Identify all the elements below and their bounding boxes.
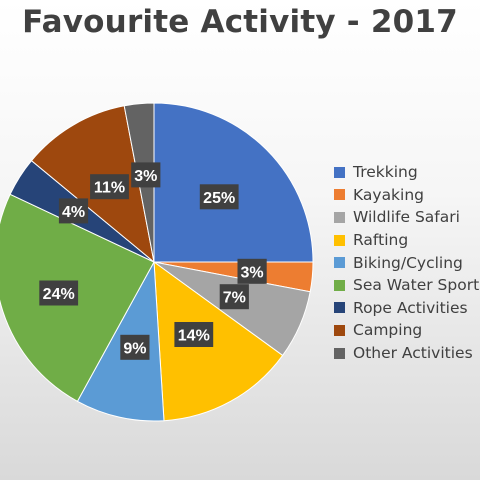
legend-item-trekking: Trekking <box>334 161 480 184</box>
data-label-text: 24% <box>43 286 75 303</box>
data-label-text: 4% <box>62 204 85 221</box>
legend-label: Wildlife Safari <box>353 208 460 227</box>
legend-label: Trekking <box>353 163 418 182</box>
data-labels: 25% 3% 7% 14% 9% 24% 4% 11% 3% <box>39 162 267 360</box>
legend-label: Biking/Cycling <box>353 253 463 272</box>
data-label-box <box>237 258 267 284</box>
data-label-kayaking: 3% <box>237 258 267 284</box>
legend-swatch <box>334 324 345 336</box>
pie-slice-rafting <box>153 260 284 422</box>
legend-item-camping: Camping <box>334 319 480 342</box>
data-label-box <box>39 280 79 306</box>
legend-label: Sea Water Sports <box>353 276 480 295</box>
legend-label: Other Activities <box>353 344 473 363</box>
legend-item-other-activities: Other Activities <box>334 342 480 365</box>
legend-swatch <box>334 302 345 314</box>
legend: Trekking Kayaking Wildlife Safari Rafting Bi… <box>334 161 480 364</box>
data-label-text: 11% <box>94 180 125 197</box>
data-label-sea-water-sports: 24% <box>39 280 79 306</box>
legend-swatch <box>334 166 345 178</box>
legend-item-sea-water-sports: Sea Water Sports <box>334 274 480 297</box>
data-label-wildlife-safari: 7% <box>219 284 249 310</box>
legend-item-kayaking: Kayaking <box>334 184 480 207</box>
legend-swatch <box>334 234 345 246</box>
data-label-text: 14% <box>178 328 210 345</box>
legend-swatch <box>334 279 345 291</box>
data-label-box <box>174 322 214 347</box>
data-label-camping: 11% <box>90 174 129 200</box>
legend-item-rope-activities: Rope Activities <box>334 297 480 320</box>
data-label-box <box>219 284 249 310</box>
legend-label: Camping <box>353 321 423 340</box>
legend-item-wildlife-safari: Wildlife Safari <box>334 206 480 229</box>
data-label-rope-activities: 4% <box>58 198 89 224</box>
data-label-rafting: 14% <box>174 322 214 347</box>
legend-swatch <box>334 211 345 223</box>
legend-swatch <box>334 347 345 359</box>
data-label-box <box>199 184 239 210</box>
data-label-text: 9% <box>123 340 146 357</box>
data-label-box <box>90 174 129 200</box>
data-label-biking-cycling: 9% <box>120 334 150 360</box>
data-label-text: 25% <box>203 190 235 207</box>
legend-label: Rope Activities <box>353 298 468 317</box>
legend-item-biking-cycling: Biking/Cycling <box>334 251 480 274</box>
data-label-box <box>58 198 89 224</box>
data-label-text: 3% <box>241 264 264 281</box>
legend-swatch <box>334 257 345 269</box>
data-label-other-activities: 3% <box>131 162 161 188</box>
pie-slice-trekking <box>153 102 314 263</box>
legend-swatch <box>334 189 345 201</box>
data-label-trekking: 25% <box>199 184 239 210</box>
data-label-box <box>131 162 161 188</box>
legend-label: Kayaking <box>353 185 425 204</box>
legend-label: Rafting <box>353 231 409 250</box>
data-label-text: 3% <box>134 168 157 185</box>
data-label-box <box>120 334 150 360</box>
legend-item-rafting: Rafting <box>334 229 480 252</box>
data-label-text: 7% <box>223 290 246 307</box>
chart-title: Favourite Activity - 2017 <box>22 4 458 40</box>
